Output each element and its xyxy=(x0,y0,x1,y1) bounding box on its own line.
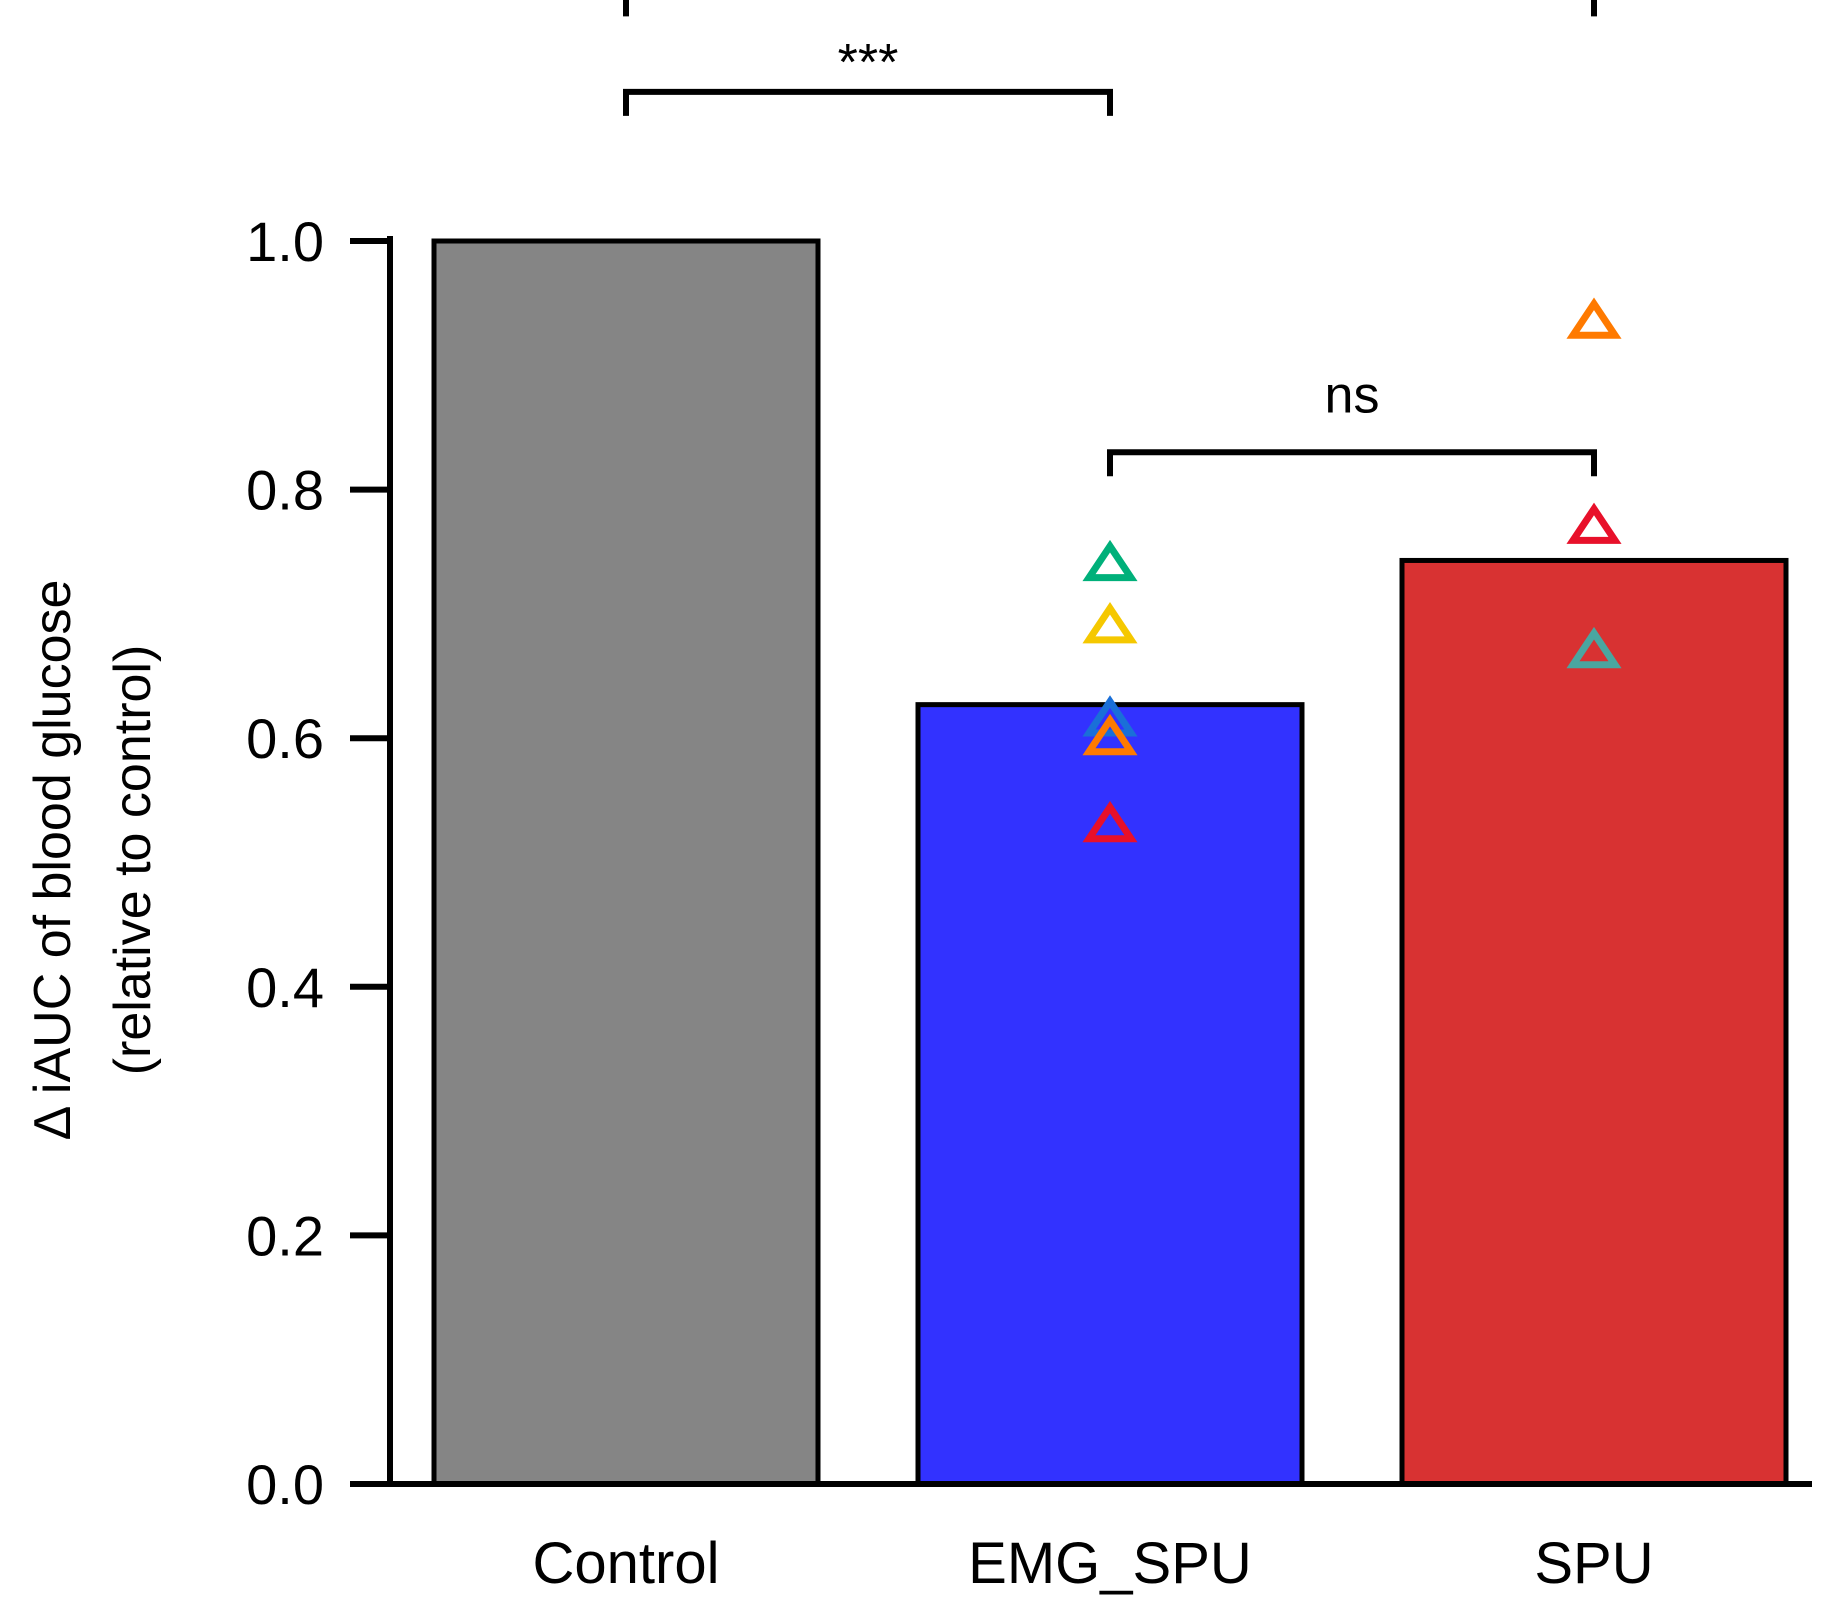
y-axis xyxy=(350,236,1812,1487)
data-point-triangle xyxy=(1566,502,1622,544)
y-tick-label: 0.8 xyxy=(246,459,324,522)
x-category-labels: Control EMG_SPU SPU xyxy=(533,1531,1654,1596)
bar-control xyxy=(431,238,821,1487)
data-points-layer xyxy=(1082,297,1622,843)
significance-label: ns xyxy=(1325,366,1380,424)
category-label: Control xyxy=(533,1531,720,1596)
significance-bracket xyxy=(1107,449,1597,477)
y-ticks: 0.0 0.2 0.4 0.6 0.8 1.0 xyxy=(246,210,393,1516)
significance-bracket xyxy=(623,0,1597,17)
y-tick-label: 0.2 xyxy=(246,1204,324,1267)
data-point-triangle xyxy=(1082,800,1138,843)
data-point-triangle xyxy=(1566,297,1622,339)
bars-layer xyxy=(431,238,1789,1487)
y-tick-label: 1.0 xyxy=(246,210,324,273)
data-point-triangle xyxy=(1082,713,1138,756)
significance-label: *** xyxy=(838,34,899,92)
data-point-triangle xyxy=(1566,626,1622,669)
bar-emg-spu xyxy=(915,702,1305,1487)
data-point-triangle xyxy=(1082,695,1138,737)
y-axis-title: Δ iAUC of blood glucose xyxy=(24,580,82,1141)
y-tick-label: 0.0 xyxy=(246,1453,324,1516)
data-point-triangle xyxy=(1082,602,1138,644)
y-axis-subtitle: (relative to control) xyxy=(104,645,162,1076)
y-tick-label: 0.6 xyxy=(246,707,324,770)
data-point-triangle xyxy=(1082,539,1138,582)
category-label: SPU xyxy=(1534,1531,1653,1596)
y-tick-label: 0.4 xyxy=(246,956,324,1019)
significance-brackets: ******ns xyxy=(623,0,1597,477)
bar-spu xyxy=(1399,557,1789,1487)
category-label: EMG_SPU xyxy=(968,1531,1252,1596)
significance-bracket xyxy=(623,88,1113,116)
